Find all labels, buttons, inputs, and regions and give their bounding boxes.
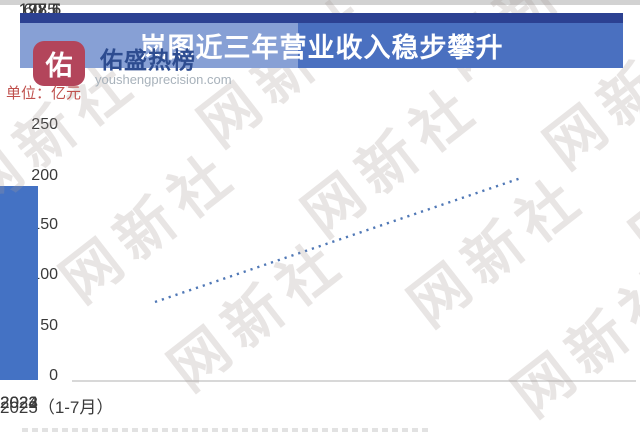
x-tick-2023: 2023 [0,393,38,412]
title-banner: 岚图近三年营业收入稳步攀升 [20,13,623,68]
y-tick: 0 [49,367,58,384]
brand-name: 佑盛热榜 [100,47,196,73]
site-watermark: 网新社 [291,72,493,250]
site-watermark: 网新社 [157,226,359,404]
x-tick-2022: 2022 [0,393,38,412]
x-tick-2025: 2025（1-7月） [0,398,114,417]
bar-2025 [0,201,38,380]
unit-label: 单位：亿元 [6,85,82,102]
y-tick: 50 [40,317,58,334]
site-watermark: 网新社 [501,252,640,430]
x-tick-2024: 2024 [0,393,38,412]
brand-logo-glyph: 佑 [45,51,73,81]
site-watermark: 网新社 [397,162,599,340]
y-tick: 250 [31,116,58,133]
brand-logo: 佑 [33,41,85,86]
site-watermark: 网新社 [619,94,640,272]
truncated-caption-artifact [22,428,430,432]
site-watermark: 网新社 [49,138,251,316]
y-tick: 200 [31,167,58,184]
banner-top-stripe [20,13,623,23]
chart-title: 岚图近三年营业收入稳步攀升 [139,33,504,63]
x-axis-line [72,380,636,382]
screenshot-top-edge-strip [0,0,640,5]
brand-domain: youshengprecision.com [95,72,232,87]
